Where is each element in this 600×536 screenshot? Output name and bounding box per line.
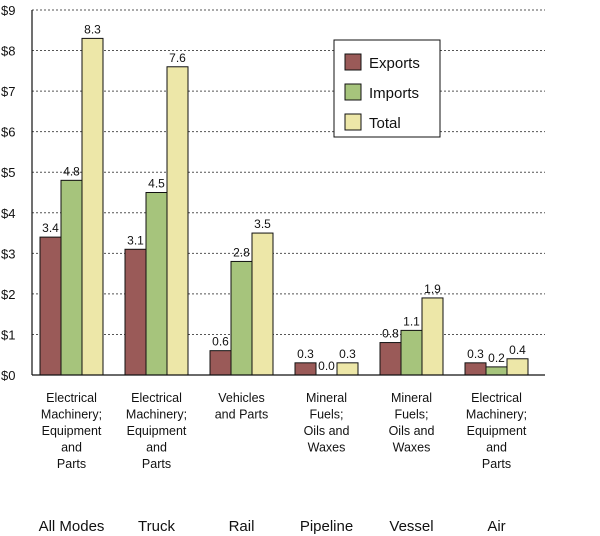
- commodity-label: Electrical Machinery; Equipment and Parts: [466, 391, 527, 471]
- commodity-label: Electrical Machinery; Equipment and Parts: [126, 391, 187, 471]
- commodity-label-line: and: [486, 441, 507, 455]
- y-tick-label: $9: [1, 3, 15, 18]
- bar-exports-truck: [124, 248, 147, 376]
- commodity-label-line: Electrical: [131, 391, 182, 405]
- data-label: 4.8: [63, 164, 80, 178]
- commodity-label-line: and: [146, 441, 167, 455]
- mode-label: Rail: [229, 518, 255, 535]
- commodity-label-line: and Parts: [215, 408, 269, 422]
- data-label: 7.6: [169, 51, 186, 65]
- mode-label: Vessel: [389, 518, 433, 535]
- mode-label: Pipeline: [300, 518, 353, 535]
- commodity-label-line: Machinery;: [41, 408, 102, 422]
- commodity-label-line: Waxes: [393, 441, 431, 455]
- commodity-label-line: Oils and: [304, 424, 350, 438]
- mode-labels: All Modes Truck Rail Pipeline Vessel Air: [39, 518, 506, 535]
- data-label: 0.3: [467, 347, 484, 361]
- data-label: 3.5: [254, 217, 271, 231]
- y-tick-label: $1: [1, 327, 15, 342]
- legend-swatch: [344, 113, 362, 131]
- bar-total-rail: [251, 232, 274, 376]
- commodity-label-line: Electrical: [471, 391, 522, 405]
- data-label: 0.0: [318, 359, 335, 373]
- commodity-label-line: Electrical: [46, 391, 97, 405]
- y-tick-label: $4: [1, 206, 15, 221]
- commodity-label-line: Equipment: [467, 424, 527, 438]
- commodity-label-line: Parts: [482, 457, 511, 471]
- commodity-label: Electrical Machinery; Equipment and Parts: [41, 391, 102, 471]
- commodity-label-line: Parts: [57, 457, 86, 471]
- commodity-label-line: and: [61, 441, 82, 455]
- legend-label: Exports: [369, 55, 420, 72]
- bar-total-vessel: [421, 297, 444, 376]
- commodity-label-line: Fuels;: [309, 408, 343, 422]
- commodity-label-line: Oils and: [389, 424, 435, 438]
- y-tick-label: $3: [1, 246, 15, 261]
- data-label: 0.8: [382, 327, 399, 341]
- commodity-label-line: Parts: [142, 457, 171, 471]
- bar-exports-pipeline: [294, 362, 317, 376]
- data-label: 0.4: [509, 343, 526, 357]
- commodity-label-line: Mineral: [391, 391, 432, 405]
- commodity-label-line: Mineral: [306, 391, 347, 405]
- y-tick-label: $6: [1, 125, 15, 140]
- y-tick-label: $2: [1, 287, 15, 302]
- y-tick-label: $5: [1, 165, 15, 180]
- data-label: 4.5: [148, 177, 165, 191]
- bars: [39, 37, 529, 376]
- commodity-label: Mineral Fuels; Oils and Waxes: [389, 391, 435, 455]
- data-label: 0.2: [488, 351, 505, 365]
- mode-label: Truck: [138, 518, 175, 535]
- bar-imports-air: [485, 366, 508, 376]
- commodity-labels: Electrical Machinery; Equipment and PartsEle…: [41, 391, 527, 471]
- legend-swatch: [344, 83, 362, 101]
- commodity-label: Vehicles and Parts: [215, 391, 269, 422]
- data-label: 1.9: [424, 282, 441, 296]
- y-tick-label: $0: [1, 368, 15, 383]
- commodity-label-line: Machinery;: [466, 408, 527, 422]
- mode-label: All Modes: [39, 518, 105, 535]
- data-label: 3.4: [42, 221, 59, 235]
- bar-imports-truck: [145, 192, 168, 376]
- data-label: 0.6: [212, 335, 229, 349]
- data-label: 3.1: [127, 233, 144, 247]
- commodity-label-line: Equipment: [127, 424, 187, 438]
- data-label: 8.3: [84, 22, 101, 36]
- data-label: 0.3: [339, 347, 356, 361]
- legend-label: Total: [369, 115, 401, 132]
- bar-imports-vessel: [400, 329, 423, 376]
- commodity-label-line: Equipment: [42, 424, 102, 438]
- mode-label: Air: [487, 518, 505, 535]
- bar-total-pipeline: [336, 362, 359, 376]
- legend-label: Imports: [369, 85, 419, 102]
- legend: Exports Imports Total: [333, 39, 441, 138]
- bar-exports-all-modes: [39, 236, 62, 376]
- data-label: 2.8: [233, 245, 250, 259]
- commodity-label: Mineral Fuels; Oils and Waxes: [304, 391, 350, 455]
- commodity-label-line: Machinery;: [126, 408, 187, 422]
- y-axis-tick-labels: $0 $1 $2 $3 $4 $5 $6 $7 $8 $9: [1, 3, 15, 383]
- bar-exports-air: [464, 362, 487, 376]
- grid-lines: [32, 9, 545, 335]
- bar-exports-vessel: [379, 342, 402, 376]
- y-tick-label: $7: [1, 84, 15, 99]
- bar-exports-rail: [209, 350, 232, 376]
- y-tick-label: $8: [1, 44, 15, 59]
- commodity-label-line: Waxes: [308, 441, 346, 455]
- bar-total-truck: [166, 66, 189, 376]
- data-label: 0.3: [297, 347, 314, 361]
- bar-total-air: [506, 358, 529, 376]
- commodity-label-line: Vehicles: [218, 391, 265, 405]
- bar-imports-all-modes: [60, 179, 83, 376]
- legend-swatch: [344, 53, 362, 71]
- bar-total-all-modes: [81, 37, 104, 376]
- data-label: 1.1: [403, 314, 420, 328]
- commodity-label-line: Fuels;: [394, 408, 428, 422]
- bar-imports-rail: [230, 260, 253, 376]
- data-labels: 3.4 4.8 8.3 3.1 4.5 7.6 0.6 2.8 3.5 0.3 0.0 0.3 0.8 1…: [42, 22, 526, 373]
